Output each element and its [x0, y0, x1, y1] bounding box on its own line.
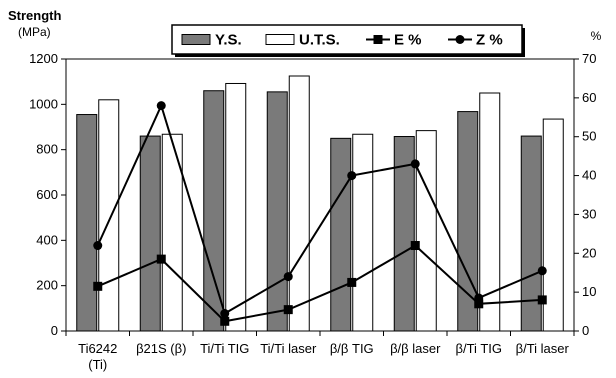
bar-u-t-s: [98, 99, 120, 332]
x-tick-label: β/Ti laser: [516, 341, 570, 356]
point-e: [220, 316, 230, 326]
line-z: [96, 102, 543, 316]
legend-label-z: Z %: [476, 32, 503, 49]
bar-y-s: [330, 137, 352, 332]
x-tick-label: β/Ti TIG: [456, 341, 502, 356]
point-e: [156, 254, 166, 264]
bar-y-s: [393, 136, 415, 332]
x-tick-label: Ti6242: [78, 341, 117, 356]
y-left-tick-label: 400: [36, 232, 58, 247]
point-z: [474, 293, 484, 303]
line-e: [97, 244, 543, 323]
point-z: [220, 309, 230, 319]
x-tick-label: β/β laser: [390, 341, 441, 356]
legend-swatch-y-s: [181, 34, 211, 45]
x-tick-label: β21S (β): [136, 341, 186, 356]
y-left-tick-label: 0: [51, 323, 58, 338]
y-left-tick-label: 800: [36, 142, 58, 157]
y-right-tick-label: 20: [582, 245, 596, 260]
point-e: [410, 241, 420, 251]
bar-y-s: [139, 135, 161, 332]
bar-y-s: [203, 90, 225, 332]
bar-y-s: [76, 114, 98, 332]
point-z: [93, 241, 103, 251]
point-e: [537, 295, 547, 305]
y-right-tick-label: 70: [582, 51, 596, 66]
y-left-tick-label: 1000: [29, 96, 58, 111]
bar-u-t-s: [352, 133, 374, 332]
bar-u-t-s: [161, 133, 183, 332]
y-left-tick-label: 200: [36, 278, 58, 293]
point-z: [283, 272, 293, 282]
y-right-tick-label: 10: [582, 284, 596, 299]
bar-u-t-s: [542, 118, 564, 332]
y-left-title: Strength: [8, 8, 62, 23]
y-right-tick-label: 40: [582, 168, 596, 183]
x-tick-label: Ti/Ti TIG: [200, 341, 249, 356]
y-right-tick-label: 60: [582, 90, 596, 105]
legend-label-y-s: Y.S.: [215, 32, 242, 49]
y-right-tick-label: 0: [582, 323, 589, 338]
bar-y-s: [266, 91, 288, 332]
point-e: [93, 281, 103, 291]
y-left-unit: (MPa): [18, 25, 51, 39]
point-z: [537, 266, 547, 276]
bar-y-s: [520, 135, 542, 332]
y-right-title: %: [591, 29, 602, 43]
point-e: [474, 299, 484, 309]
x-tick-label: Ti/Ti laser: [260, 341, 317, 356]
y-left-tick-label: 1200: [29, 51, 58, 66]
legend-marker-z: [455, 35, 465, 44]
y-right-tick-label: 30: [582, 206, 596, 221]
legend-label-e: E %: [394, 32, 422, 49]
bar-u-t-s: [225, 82, 247, 332]
legend-swatch-u-t-s: [265, 34, 295, 45]
x-tick-label: (Ti): [88, 357, 107, 372]
x-tick-label: β/β TIG: [330, 341, 374, 356]
point-e: [347, 277, 357, 287]
point-e: [283, 305, 293, 315]
y-right-tick-label: 50: [582, 129, 596, 144]
legend-marker-e: [373, 35, 383, 44]
point-z: [156, 101, 166, 111]
bar-y-s: [457, 111, 479, 332]
point-z: [410, 159, 420, 169]
bar-u-t-s: [415, 130, 437, 332]
point-z: [347, 171, 357, 181]
y-left-tick-label: 600: [36, 187, 58, 202]
bar-u-t-s: [288, 75, 310, 332]
legend-label-u-t-s: U.T.S.: [299, 32, 340, 49]
bar-u-t-s: [479, 92, 501, 332]
